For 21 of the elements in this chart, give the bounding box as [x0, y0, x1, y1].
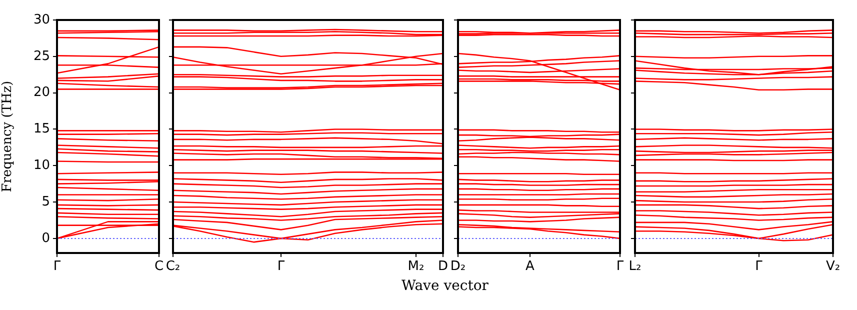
x-tick-label: D₂	[450, 259, 466, 274]
y-tick-label: 0	[42, 230, 50, 246]
y-tick-label: 10	[33, 158, 50, 173]
x-tick-label: Γ	[53, 259, 62, 274]
y-tick-label: 5	[42, 194, 50, 210]
y-tick-label: 30	[33, 12, 50, 28]
x-tick-label: A	[526, 259, 535, 274]
x-tick-label: D	[438, 259, 448, 274]
x-tick-label: L₂	[628, 259, 642, 274]
y-tick-label: 25	[33, 48, 50, 64]
x-tick-label: Γ	[755, 259, 764, 274]
x-axis-title: Wave vector	[402, 278, 488, 294]
x-tick-label: C₂	[166, 259, 180, 274]
x-tick-label: M₂	[408, 259, 424, 274]
x-tick-label: C	[154, 259, 164, 274]
x-tick-label: V₂	[826, 259, 840, 274]
y-tick-label: 15	[33, 122, 50, 137]
y-tick-label: 20	[33, 85, 50, 100]
y-axis-title: Frequency (THz)	[0, 80, 16, 192]
x-tick-label: Γ	[616, 259, 624, 274]
x-tick-label: Γ	[277, 259, 286, 274]
